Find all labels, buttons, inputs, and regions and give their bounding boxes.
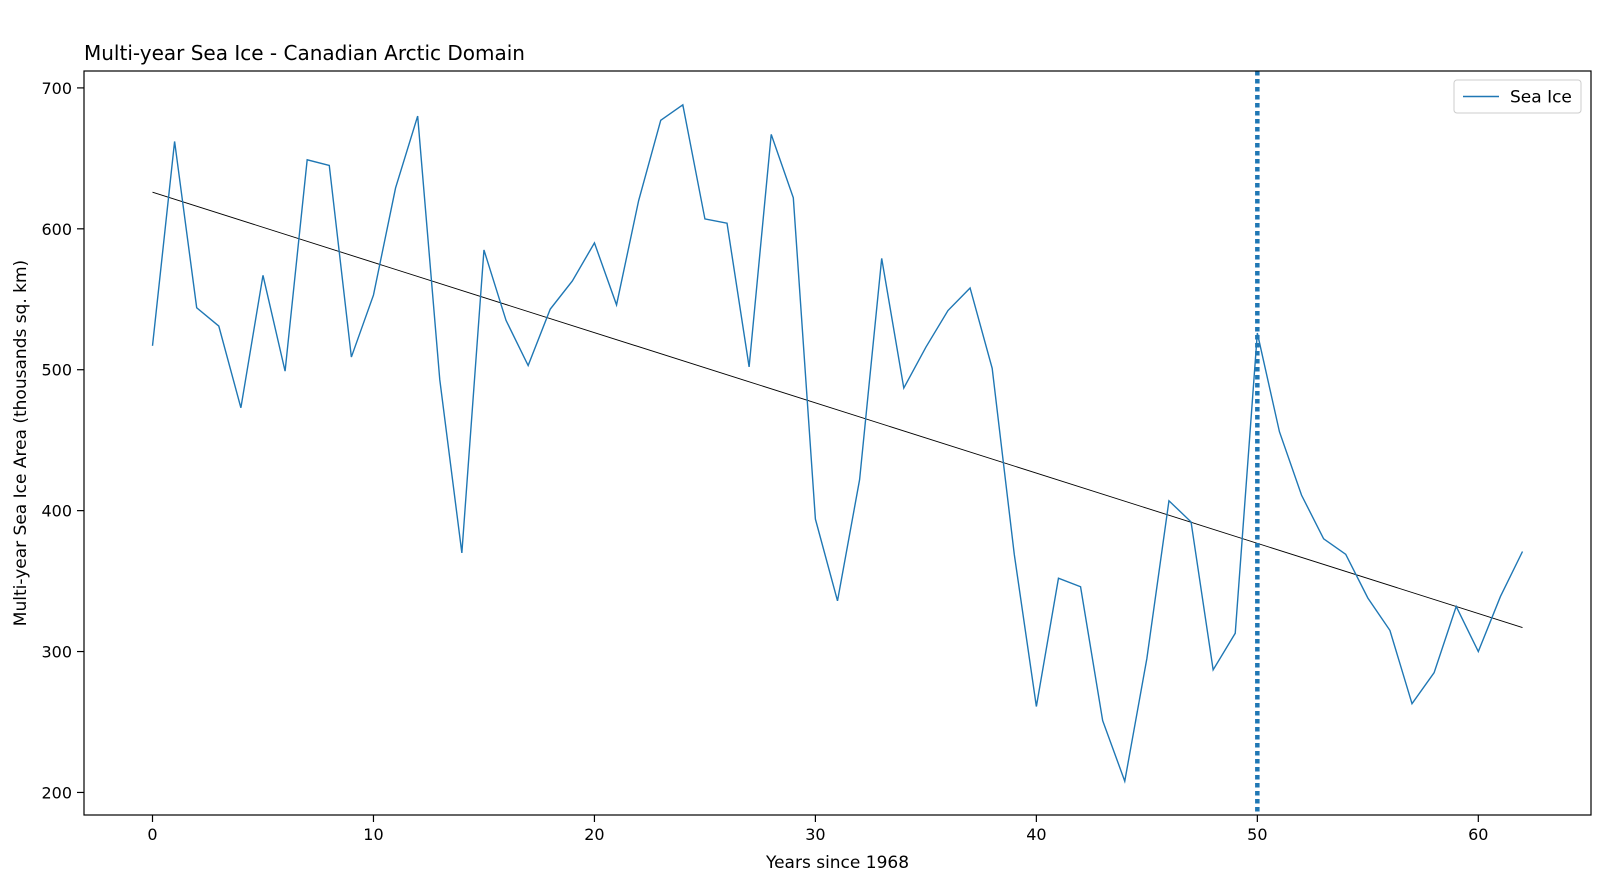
legend-label: Sea Ice (1510, 88, 1572, 108)
legend-box (1453, 79, 1582, 114)
x-tick-label: 30 (805, 825, 825, 844)
x-tick-label: 60 (1468, 825, 1488, 844)
y-tick-label: 200 (41, 783, 72, 802)
y-tick-label: 600 (41, 220, 72, 239)
x-tick-label: 20 (584, 825, 604, 844)
x-tick-label: 40 (1026, 825, 1046, 844)
sea-ice-series-line (151, 103, 1524, 784)
x-tick-label: 50 (1247, 825, 1267, 844)
y-tick-label: 300 (41, 643, 72, 662)
x-tick-label: 0 (147, 825, 157, 844)
y-tick-label: 500 (41, 361, 72, 380)
y-axis-label: Multi-year Sea Ice Area (thousands sq. k… (11, 260, 31, 626)
axes-layer: 0 10 20 30 40 50 60 200 300 400 500 600 700 (41, 79, 1488, 844)
plot-layer (151, 71, 1524, 815)
x-tick-label: 10 (363, 825, 383, 844)
plot-frame (83, 70, 1592, 816)
chart-title: Multi-year Sea Ice - Canadian Arctic Dom… (84, 41, 525, 65)
y-tick-label: 400 (41, 502, 72, 521)
x-axis-label: Years since 1968 (765, 853, 909, 873)
legend: Sea Ice (1453, 79, 1582, 114)
trend-line (152, 191, 1523, 629)
y-tick-label: 700 (41, 79, 72, 98)
